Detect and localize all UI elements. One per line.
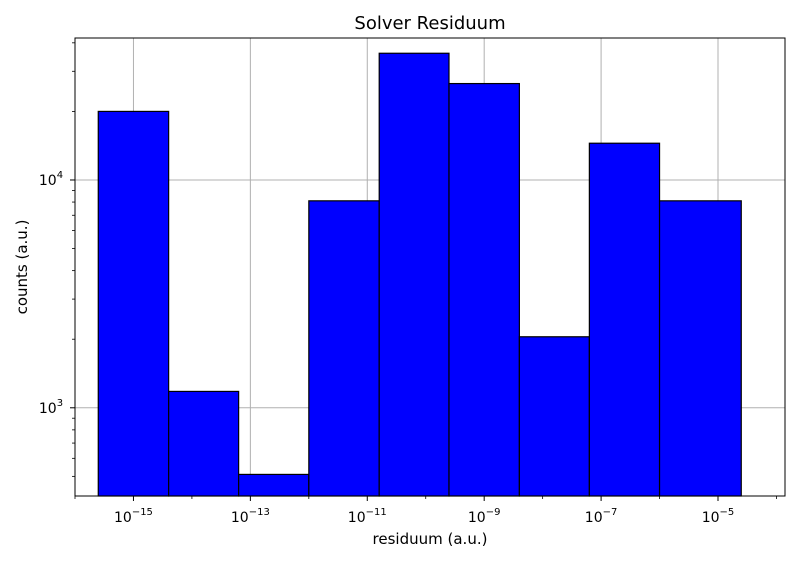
x-tick-label-2: 10−11 xyxy=(348,507,387,526)
chart-title: Solver Residuum xyxy=(354,13,505,34)
histogram-bar-0 xyxy=(97,110,170,497)
x-tick-label-5: 10−5 xyxy=(702,507,735,526)
x-tick-label-1: 10−13 xyxy=(231,507,270,526)
histogram-bar-3 xyxy=(308,200,380,497)
x-tick-label-4: 10−7 xyxy=(585,507,618,526)
histogram-bar-4 xyxy=(378,52,450,497)
x-tick-label-0: 10−15 xyxy=(114,507,153,526)
plot-frame xyxy=(74,37,786,497)
histogram-bar-8 xyxy=(658,200,742,497)
bars-layer xyxy=(97,52,742,497)
histogram-bar-7 xyxy=(588,142,661,497)
histogram-bar-1 xyxy=(168,390,240,497)
y-tick-label-0: 103 xyxy=(39,398,63,417)
histogram-bar-5 xyxy=(448,82,520,497)
histogram-bar-6 xyxy=(518,336,590,497)
ticks-layer: 10−15 10−13 10−11 10−9 10−7 10−5 103 104 xyxy=(39,42,777,526)
y-tick-label-1: 104 xyxy=(39,170,63,189)
histogram-bar-2 xyxy=(238,473,310,497)
x-tick-label-3: 10−9 xyxy=(468,507,501,526)
x-axis-title: residuum (a.u.) xyxy=(373,530,488,548)
y-axis-title: counts (a.u.) xyxy=(13,220,31,315)
